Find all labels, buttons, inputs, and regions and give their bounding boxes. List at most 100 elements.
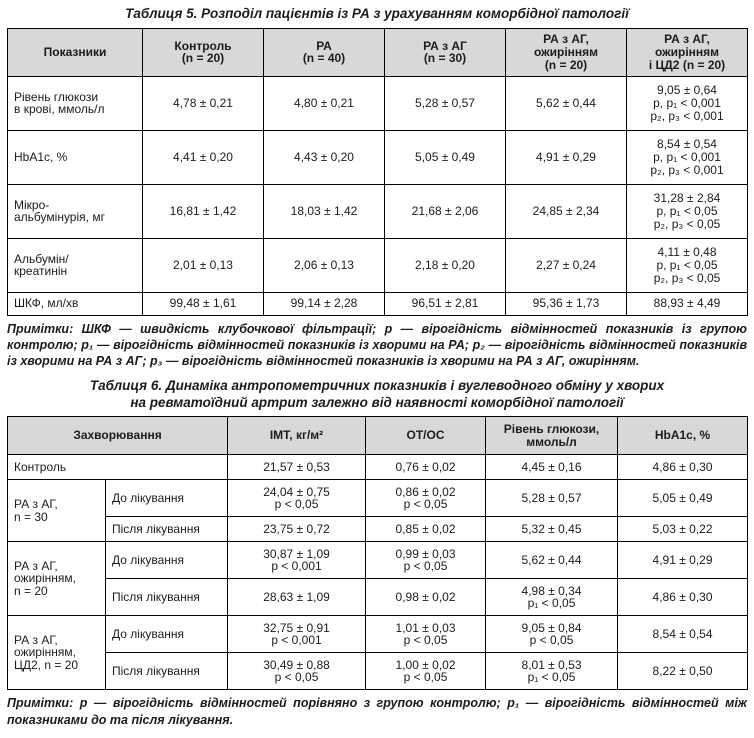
value-cell: 4,78 ± 0,21: [142, 75, 264, 131]
value-cell: 5,28 ± 0,57: [384, 75, 506, 131]
row-label: ШКФ, мл/хв: [7, 291, 143, 316]
table5-col-header-control: Контроль (n = 20): [142, 27, 264, 77]
table5: Показники Контроль (n = 20) РА (n = 40) …: [7, 27, 748, 316]
table5-title: Таблиця 5. Розподіл пацієнтів із РА з ур…: [125, 6, 629, 21]
table-row: РА з АГ, n = 30 До лікування 24,04 ± 0,7…: [7, 479, 749, 543]
value-cell: 4,91 ± 0,29: [617, 541, 749, 580]
table-row: Мікро- альбумінурія, мг 16,81 ± 1,42 18,…: [7, 183, 748, 239]
value-cell: 8,22 ± 0,50: [617, 652, 749, 691]
value-cell: 0,98 ± 0,02: [365, 578, 487, 617]
table5-col-header-ra-ag-ob: РА з АГ, ожирінням (n = 20): [505, 27, 627, 77]
table-row-control: Контроль 21,57 ± 0,53 0,76 ± 0,02 4,45 ±…: [6, 454, 749, 481]
value-cell: 5,28 ± 0,57: [485, 479, 619, 518]
value-cell: 18,03 ± 1,42: [263, 183, 385, 239]
value-cell: 21,68 ± 2,06: [384, 183, 506, 239]
stage-label: Після лікування: [104, 578, 229, 617]
table5-col-header-ra-ag-ob-dm: РА з АГ, ожирінням і ЦД2 (n = 20): [626, 27, 748, 77]
row-label: Мікро- альбумінурія, мг: [7, 183, 143, 239]
value-cell: 23,75 ± 0,72: [227, 516, 367, 543]
value-cell: 2,27 ± 0,24: [505, 237, 627, 293]
value-cell: 1,01 ± 0,03 p < 0,05: [365, 615, 487, 654]
value-cell: 30,49 ± 0,88 p < 0,05: [227, 652, 367, 691]
table5-col-header-indicators: Показники: [7, 27, 143, 77]
value-cell: 4,43 ± 0,20: [263, 129, 385, 185]
table5-col-header-ra: РА (n = 40): [263, 27, 385, 77]
table-row: Альбумін/ креатинін 2,01 ± 0,13 2,06 ± 0…: [7, 237, 748, 293]
stage-label: Після лікування: [104, 652, 229, 691]
table-row: HbA1c, % 4,41 ± 0,20 4,43 ± 0,20 5,05 ± …: [7, 129, 748, 185]
value-cell: 32,75 ± 0,91 p < 0,001: [227, 615, 367, 654]
value-cell: 2,18 ± 0,20: [384, 237, 506, 293]
group-label: РА з АГ, ожирінням, ЦД2, n = 20: [7, 615, 106, 691]
value-cell: 88,93 ± 4,49: [626, 291, 748, 316]
table6-title: Таблиця 6. Динаміка антропометричних пок…: [89, 377, 665, 410]
row-label: HbA1c, %: [7, 129, 143, 185]
value-cell: 0,99 ± 0,03 p < 0,05: [365, 541, 487, 580]
table-row: РА з АГ, ожирінням, n = 20 До лікування …: [7, 541, 749, 617]
value-cell: 5,62 ± 0,44: [505, 75, 627, 131]
value-cell: 4,91 ± 0,29: [505, 129, 627, 185]
table6-col-header-glucose: Рівень глюкози, ммоль/л: [485, 416, 619, 456]
table-row: РА з АГ, ожирінням, ЦД2, n = 20 До лікув…: [7, 615, 749, 691]
group-label: РА з АГ, ожирінням, n = 20: [7, 541, 106, 617]
value-cell: 0,86 ± 0,02 p < 0,05: [365, 479, 487, 518]
value-cell: 1,00 ± 0,02 p < 0,05: [365, 652, 487, 691]
value-cell: 4,86 ± 0,30: [617, 578, 749, 617]
value-cell: 99,48 ± 1,61: [142, 291, 264, 316]
table6-header-row: Захворювання ІМТ, кг/м² ОТ/ОС Рівень глю…: [6, 416, 749, 456]
value-cell: 16,81 ± 1,42: [142, 183, 264, 239]
value-cell: 5,05 ± 0,49: [384, 129, 506, 185]
value-cell: 4,86 ± 0,30: [617, 454, 749, 481]
value-cell: 0,76 ± 0,02: [365, 454, 487, 481]
value-cell: 5,32 ± 0,45: [485, 516, 619, 543]
value-cell: 8,54 ± 0,54 p, p₁ < 0,001 p₂, p₃ < 0,001: [626, 129, 748, 185]
value-cell: 4,41 ± 0,20: [142, 129, 264, 185]
value-cell: 4,45 ± 0,16: [485, 454, 619, 481]
table-row: Після лікування 28,63 ± 1,09 0,98 ± 0,02…: [8, 578, 749, 617]
table6: Захворювання ІМТ, кг/м² ОТ/ОС Рівень глю…: [6, 416, 749, 691]
group-label: РА з АГ, n = 30: [7, 479, 106, 543]
value-cell: 8,54 ± 0,54: [617, 615, 749, 654]
stage-label: До лікування: [104, 615, 229, 654]
table-row: Після лікування 23,75 ± 0,72 0,85 ± 0,02…: [8, 516, 749, 543]
value-cell: 8,01 ± 0,53 p₁ < 0,05: [485, 652, 619, 691]
value-cell: 4,80 ± 0,21: [263, 75, 385, 131]
row-label: Контроль: [6, 454, 229, 481]
value-cell: 28,63 ± 1,09: [227, 578, 367, 617]
row-label: Альбумін/ креатинін: [7, 237, 143, 293]
table5-col-header-ra-ag: РА з АГ (n = 30): [384, 27, 506, 77]
table6-footnote: Примітки: p — вірогідність відмінностей …: [7, 696, 747, 727]
stage-label: Після лікування: [104, 516, 229, 543]
value-cell: 5,62 ± 0,44: [485, 541, 619, 580]
value-cell: 95,36 ± 1,73: [505, 291, 627, 316]
value-cell: 31,28 ± 2,84 p, p₁ < 0,05 p₂, p₃ < 0,05: [626, 183, 748, 239]
table-row: ШКФ, мл/хв 99,48 ± 1,61 99,14 ± 2,28 96,…: [7, 291, 748, 316]
table6-col-header-whr: ОТ/ОС: [365, 416, 487, 456]
value-cell: 24,85 ± 2,34: [505, 183, 627, 239]
value-cell: 9,05 ± 0,64 p, p₁ < 0,001 p₂, p₃ < 0,001: [626, 75, 748, 131]
row-label: Рівень глюкози в крові, ммоль/л: [7, 75, 143, 131]
value-cell: 5,03 ± 0,22: [617, 516, 749, 543]
value-cell: 5,05 ± 0,49: [617, 479, 749, 518]
value-cell: 24,04 ± 0,75 p < 0,05: [227, 479, 367, 518]
value-cell: 2,06 ± 0,13: [263, 237, 385, 293]
table6-col-header-disease: Захворювання: [6, 416, 229, 456]
stage-label: До лікування: [104, 541, 229, 580]
value-cell: 0,85 ± 0,02: [365, 516, 487, 543]
table6-col-header-hba1c: HbA1c, %: [617, 416, 749, 456]
value-cell: 96,51 ± 2,81: [384, 291, 506, 316]
table5-header-row: Показники Контроль (n = 20) РА (n = 40) …: [7, 27, 748, 77]
table5-footnote: Примітки: ШКФ — швидкість клубочкової фі…: [7, 321, 747, 369]
value-cell: 99,14 ± 2,28: [263, 291, 385, 316]
table-row: Рівень глюкози в крові, ммоль/л 4,78 ± 0…: [7, 75, 748, 131]
value-cell: 9,05 ± 0,84 p < 0,05: [485, 615, 619, 654]
value-cell: 2,01 ± 0,13: [142, 237, 264, 293]
value-cell: 21,57 ± 0,53: [227, 454, 367, 481]
table-row: Після лікування 30,49 ± 0,88 p < 0,05 1,…: [8, 652, 749, 691]
value-cell: 4,98 ± 0,34 p₁ < 0,05: [485, 578, 619, 617]
table6-col-header-bmi: ІМТ, кг/м²: [227, 416, 367, 456]
value-cell: 4,11 ± 0,48 p, p₁ < 0,05 p₂, p₃ < 0,05: [626, 237, 748, 293]
stage-label: До лікування: [104, 479, 229, 518]
value-cell: 30,87 ± 1,09 p < 0,001: [227, 541, 367, 580]
